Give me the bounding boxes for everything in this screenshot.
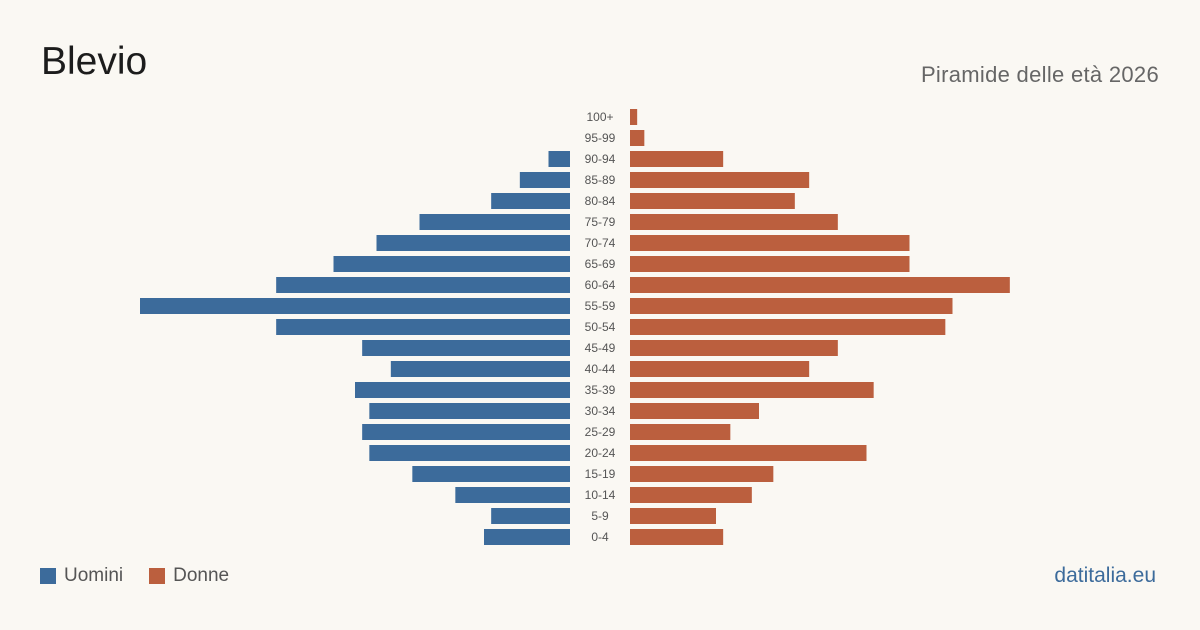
bar-men-25-29 (362, 424, 570, 440)
bar-men-15-19 (412, 466, 570, 482)
bar-men-30-34 (369, 403, 570, 419)
legend-label-men: Uomini (64, 565, 124, 586)
age-label-100plus: 100+ (586, 110, 613, 124)
bar-men-55-59 (140, 298, 570, 314)
bar-women-5-9 (630, 508, 716, 524)
bar-women-50-54 (630, 319, 946, 335)
bar-men-20-24 (369, 445, 570, 461)
bar-women-40-44 (630, 361, 810, 377)
bar-women-0-4 (630, 529, 724, 545)
bar-women-15-19 (630, 466, 774, 482)
bar-women-30-34 (630, 403, 759, 419)
age-label-35-39: 35-39 (585, 383, 616, 397)
bar-women-95-99 (630, 130, 645, 146)
age-label-75-79: 75-79 (585, 215, 616, 229)
legend-swatch-men (40, 567, 56, 584)
bar-women-10-14 (630, 487, 752, 503)
bar-men-80-84 (491, 193, 570, 209)
brand-link[interactable]: datitalia.eu (1054, 564, 1156, 587)
age-label-15-19: 15-19 (585, 467, 616, 481)
age-label-25-29: 25-29 (585, 425, 616, 439)
age-label-95-99: 95-99 (585, 131, 616, 145)
bar-women-35-39 (630, 382, 874, 398)
bar-women-45-49 (630, 340, 838, 356)
chart-legend: Uomini Donne (40, 566, 255, 585)
bar-men-70-74 (376, 235, 570, 251)
age-label-45-49: 45-49 (585, 341, 616, 355)
age-label-60-64: 60-64 (585, 278, 616, 292)
age-label-85-89: 85-89 (585, 173, 616, 187)
legend-item-women: Donne (149, 566, 229, 585)
bar-men-50-54 (276, 319, 570, 335)
age-label-80-84: 80-84 (585, 194, 616, 208)
bar-men-0-4 (484, 529, 570, 545)
age-label-90-94: 90-94 (585, 152, 616, 166)
age-label-40-44: 40-44 (585, 362, 616, 376)
bar-women-90-94 (630, 151, 724, 167)
bar-men-90-94 (548, 151, 570, 167)
bar-women-85-89 (630, 172, 810, 188)
age-label-20-24: 20-24 (585, 446, 616, 460)
bar-men-5-9 (491, 508, 570, 524)
bar-women-75-79 (630, 214, 838, 230)
bar-women-65-69 (630, 256, 910, 272)
age-label-30-34: 30-34 (585, 404, 616, 418)
bar-men-75-79 (419, 214, 570, 230)
age-label-5-9: 5-9 (591, 509, 609, 523)
bar-women-80-84 (630, 193, 795, 209)
age-label-10-14: 10-14 (585, 488, 616, 502)
bar-men-85-89 (519, 172, 570, 188)
age-label-70-74: 70-74 (585, 236, 616, 250)
legend-item-men: Uomini (40, 566, 123, 585)
bar-men-10-14 (455, 487, 570, 503)
bar-women-20-24 (630, 445, 867, 461)
chart-title: Blevio (41, 40, 148, 83)
bar-women-60-64 (630, 277, 1010, 293)
age-label-0-4: 0-4 (591, 530, 609, 544)
bar-men-40-44 (390, 361, 570, 377)
bar-men-35-39 (355, 382, 570, 398)
legend-swatch-women (149, 567, 166, 584)
bar-women-70-74 (630, 235, 910, 251)
age-label-50-54: 50-54 (585, 320, 616, 334)
bar-men-60-64 (276, 277, 570, 293)
age-label-55-59: 55-59 (585, 299, 616, 313)
bar-women-55-59 (630, 298, 953, 314)
age-label-65-69: 65-69 (585, 257, 616, 271)
bar-men-45-49 (362, 340, 570, 356)
bar-men-65-69 (333, 256, 570, 272)
bar-women-25-29 (630, 424, 731, 440)
bar-women-100plus (630, 109, 638, 125)
legend-label-women: Donne (173, 565, 230, 586)
chart-subtitle: Piramide delle età 2026 (920, 62, 1159, 87)
